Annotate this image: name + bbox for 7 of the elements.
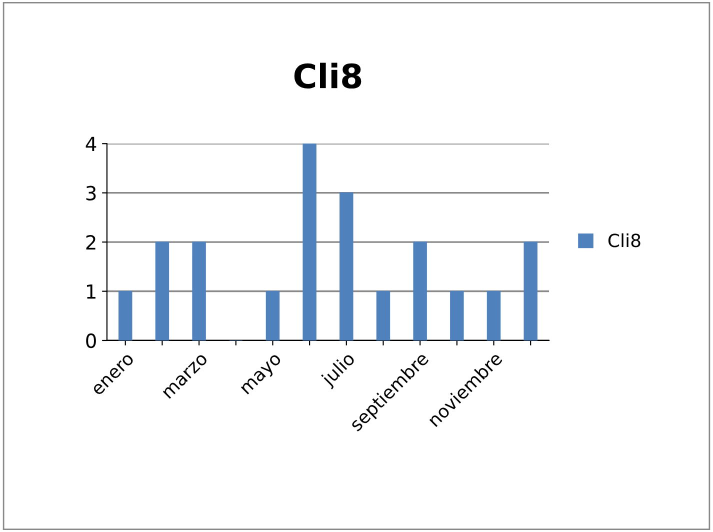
- chart-title: Cli8: [294, 62, 362, 89]
- y-tick-label: 1: [86, 284, 96, 299]
- y-tick-label: 3: [86, 186, 96, 201]
- y-tick-label: 2: [86, 235, 96, 250]
- y-tick-label: 4: [86, 136, 96, 152]
- legend-label: Cli8: [608, 233, 640, 248]
- y-tick-label: 0: [86, 333, 96, 348]
